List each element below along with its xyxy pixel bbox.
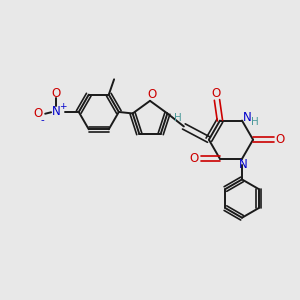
Text: H: H <box>250 117 258 127</box>
Text: H: H <box>173 113 181 123</box>
Text: O: O <box>148 88 157 101</box>
Text: N: N <box>239 158 248 171</box>
Text: +: + <box>59 102 67 111</box>
Text: O: O <box>211 87 220 100</box>
Text: N: N <box>243 110 252 124</box>
Text: N: N <box>52 105 61 118</box>
Text: O: O <box>275 133 285 146</box>
Text: -: - <box>40 115 44 124</box>
Text: O: O <box>190 152 199 165</box>
Text: O: O <box>52 87 61 100</box>
Text: O: O <box>34 107 43 120</box>
